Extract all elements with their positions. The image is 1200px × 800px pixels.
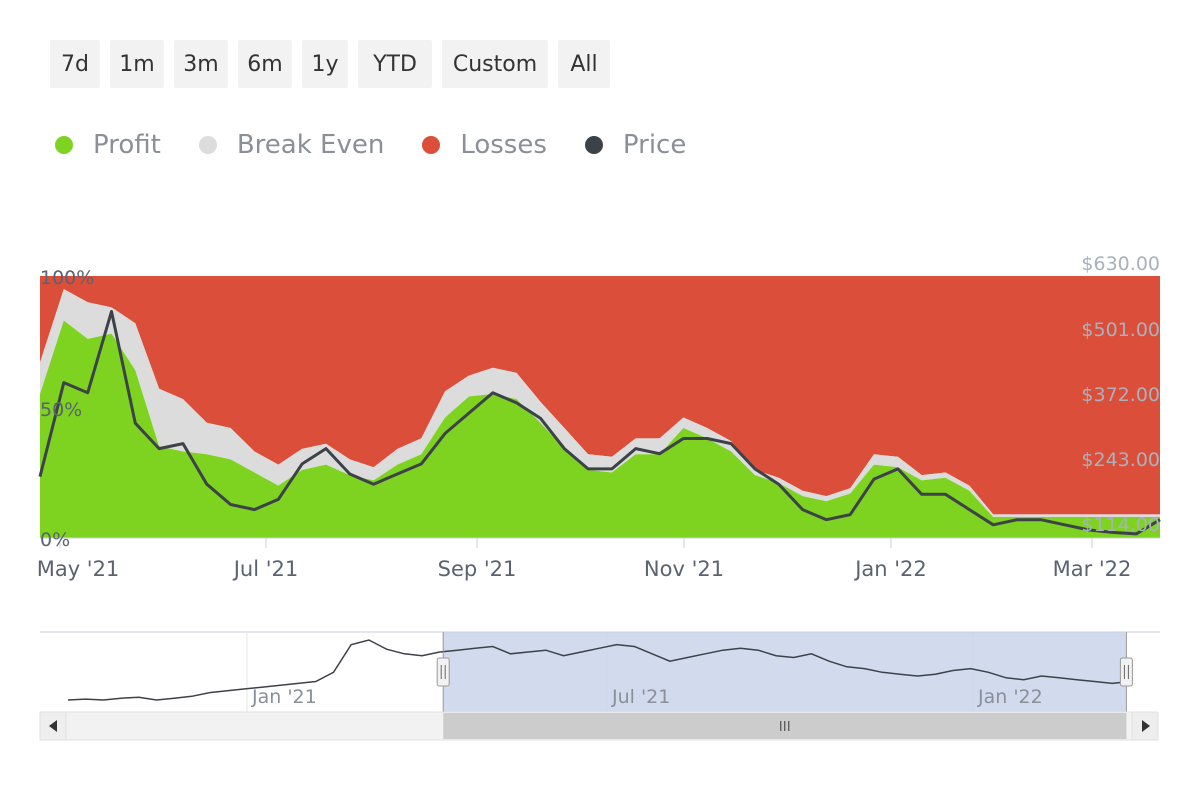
legend-item-losses[interactable]: Losses bbox=[422, 130, 547, 160]
navigator-left-handle[interactable] bbox=[436, 632, 450, 712]
range-1m-button[interactable]: 1m bbox=[110, 40, 164, 88]
scroll-right-button[interactable] bbox=[1131, 711, 1159, 741]
chart-legend: Profit Break Even Losses Price bbox=[55, 130, 686, 160]
legend-label-break-even: Break Even bbox=[236, 130, 385, 160]
y-left-label-50: 50% bbox=[40, 399, 82, 421]
y-right-label-501: $501.00 bbox=[1081, 319, 1160, 341]
navigator-label-jan21: Jan '21 bbox=[251, 686, 317, 708]
x-tick-label-jan22: Jan '22 bbox=[853, 557, 927, 581]
area-profit bbox=[40, 320, 1160, 538]
navigator: Jan '21 Jul '21 Jan '22 bbox=[39, 631, 1160, 741]
plot-areas bbox=[40, 276, 1160, 538]
navigator-label-jul21: Jul '21 bbox=[611, 686, 670, 708]
navigator-selection[interactable] bbox=[443, 632, 1127, 712]
range-3m-button[interactable]: 3m bbox=[174, 40, 228, 88]
legend-item-price[interactable]: Price bbox=[584, 130, 687, 160]
y-right-label-114: $114.00 bbox=[1081, 514, 1160, 536]
legend-dot-profit bbox=[55, 136, 73, 154]
legend-dot-break-even bbox=[198, 136, 217, 154]
x-tick-label-mar22: Mar '22 bbox=[1053, 557, 1132, 581]
y-right-label-372: $372.00 bbox=[1081, 384, 1160, 406]
legend-dot-price bbox=[584, 136, 603, 154]
range-custom-button[interactable]: Custom bbox=[442, 40, 548, 88]
legend-item-profit[interactable]: Profit bbox=[55, 130, 161, 160]
navigator-right-handle[interactable] bbox=[1119, 632, 1133, 712]
price-line bbox=[38, 310, 1161, 536]
area-break-even bbox=[40, 289, 1160, 517]
legend-item-break-even[interactable]: Break Even bbox=[198, 130, 385, 160]
arrow-left-icon bbox=[49, 720, 57, 732]
navigator-price-line bbox=[67, 639, 1131, 701]
legend-label-price: Price bbox=[622, 130, 687, 160]
navigator-label-jan22: Jan '22 bbox=[977, 686, 1043, 708]
scroll-left-button[interactable] bbox=[39, 711, 67, 741]
y-left-label-100: 100% bbox=[40, 267, 94, 289]
range-7d-button[interactable]: 7d bbox=[50, 40, 100, 88]
range-6m-button[interactable]: 6m bbox=[238, 40, 292, 88]
range-selector: 7d 1m 3m 6m 1y YTD Custom All bbox=[50, 40, 610, 88]
scrollbar-grip-icon bbox=[780, 721, 790, 731]
y-left-label-0: 0% bbox=[40, 529, 70, 551]
arrow-right-icon bbox=[1142, 720, 1150, 732]
y-right-label-243: $243.00 bbox=[1081, 449, 1160, 471]
range-1y-button[interactable]: 1y bbox=[302, 40, 348, 88]
x-tick-label-sep21: Sep '21 bbox=[438, 557, 517, 581]
legend-label-losses: Losses bbox=[460, 130, 547, 160]
x-axis-ticks bbox=[59, 538, 1093, 548]
x-tick-label-may21: May '21 bbox=[37, 557, 120, 581]
range-all-button[interactable]: All bbox=[558, 40, 610, 88]
x-tick-label-nov21: Nov '21 bbox=[644, 557, 724, 581]
main-chart: May '21 Jul '21 Sep '21 Nov '21 Jan '22 … bbox=[37, 253, 1161, 581]
range-ytd-button[interactable]: YTD bbox=[358, 40, 432, 88]
y-right-label-630: $630.00 bbox=[1081, 253, 1160, 275]
x-tick-label-jul21: Jul '21 bbox=[232, 557, 299, 581]
legend-dot-losses bbox=[422, 136, 441, 154]
legend-label-profit: Profit bbox=[93, 130, 161, 160]
area-losses bbox=[40, 276, 1160, 515]
